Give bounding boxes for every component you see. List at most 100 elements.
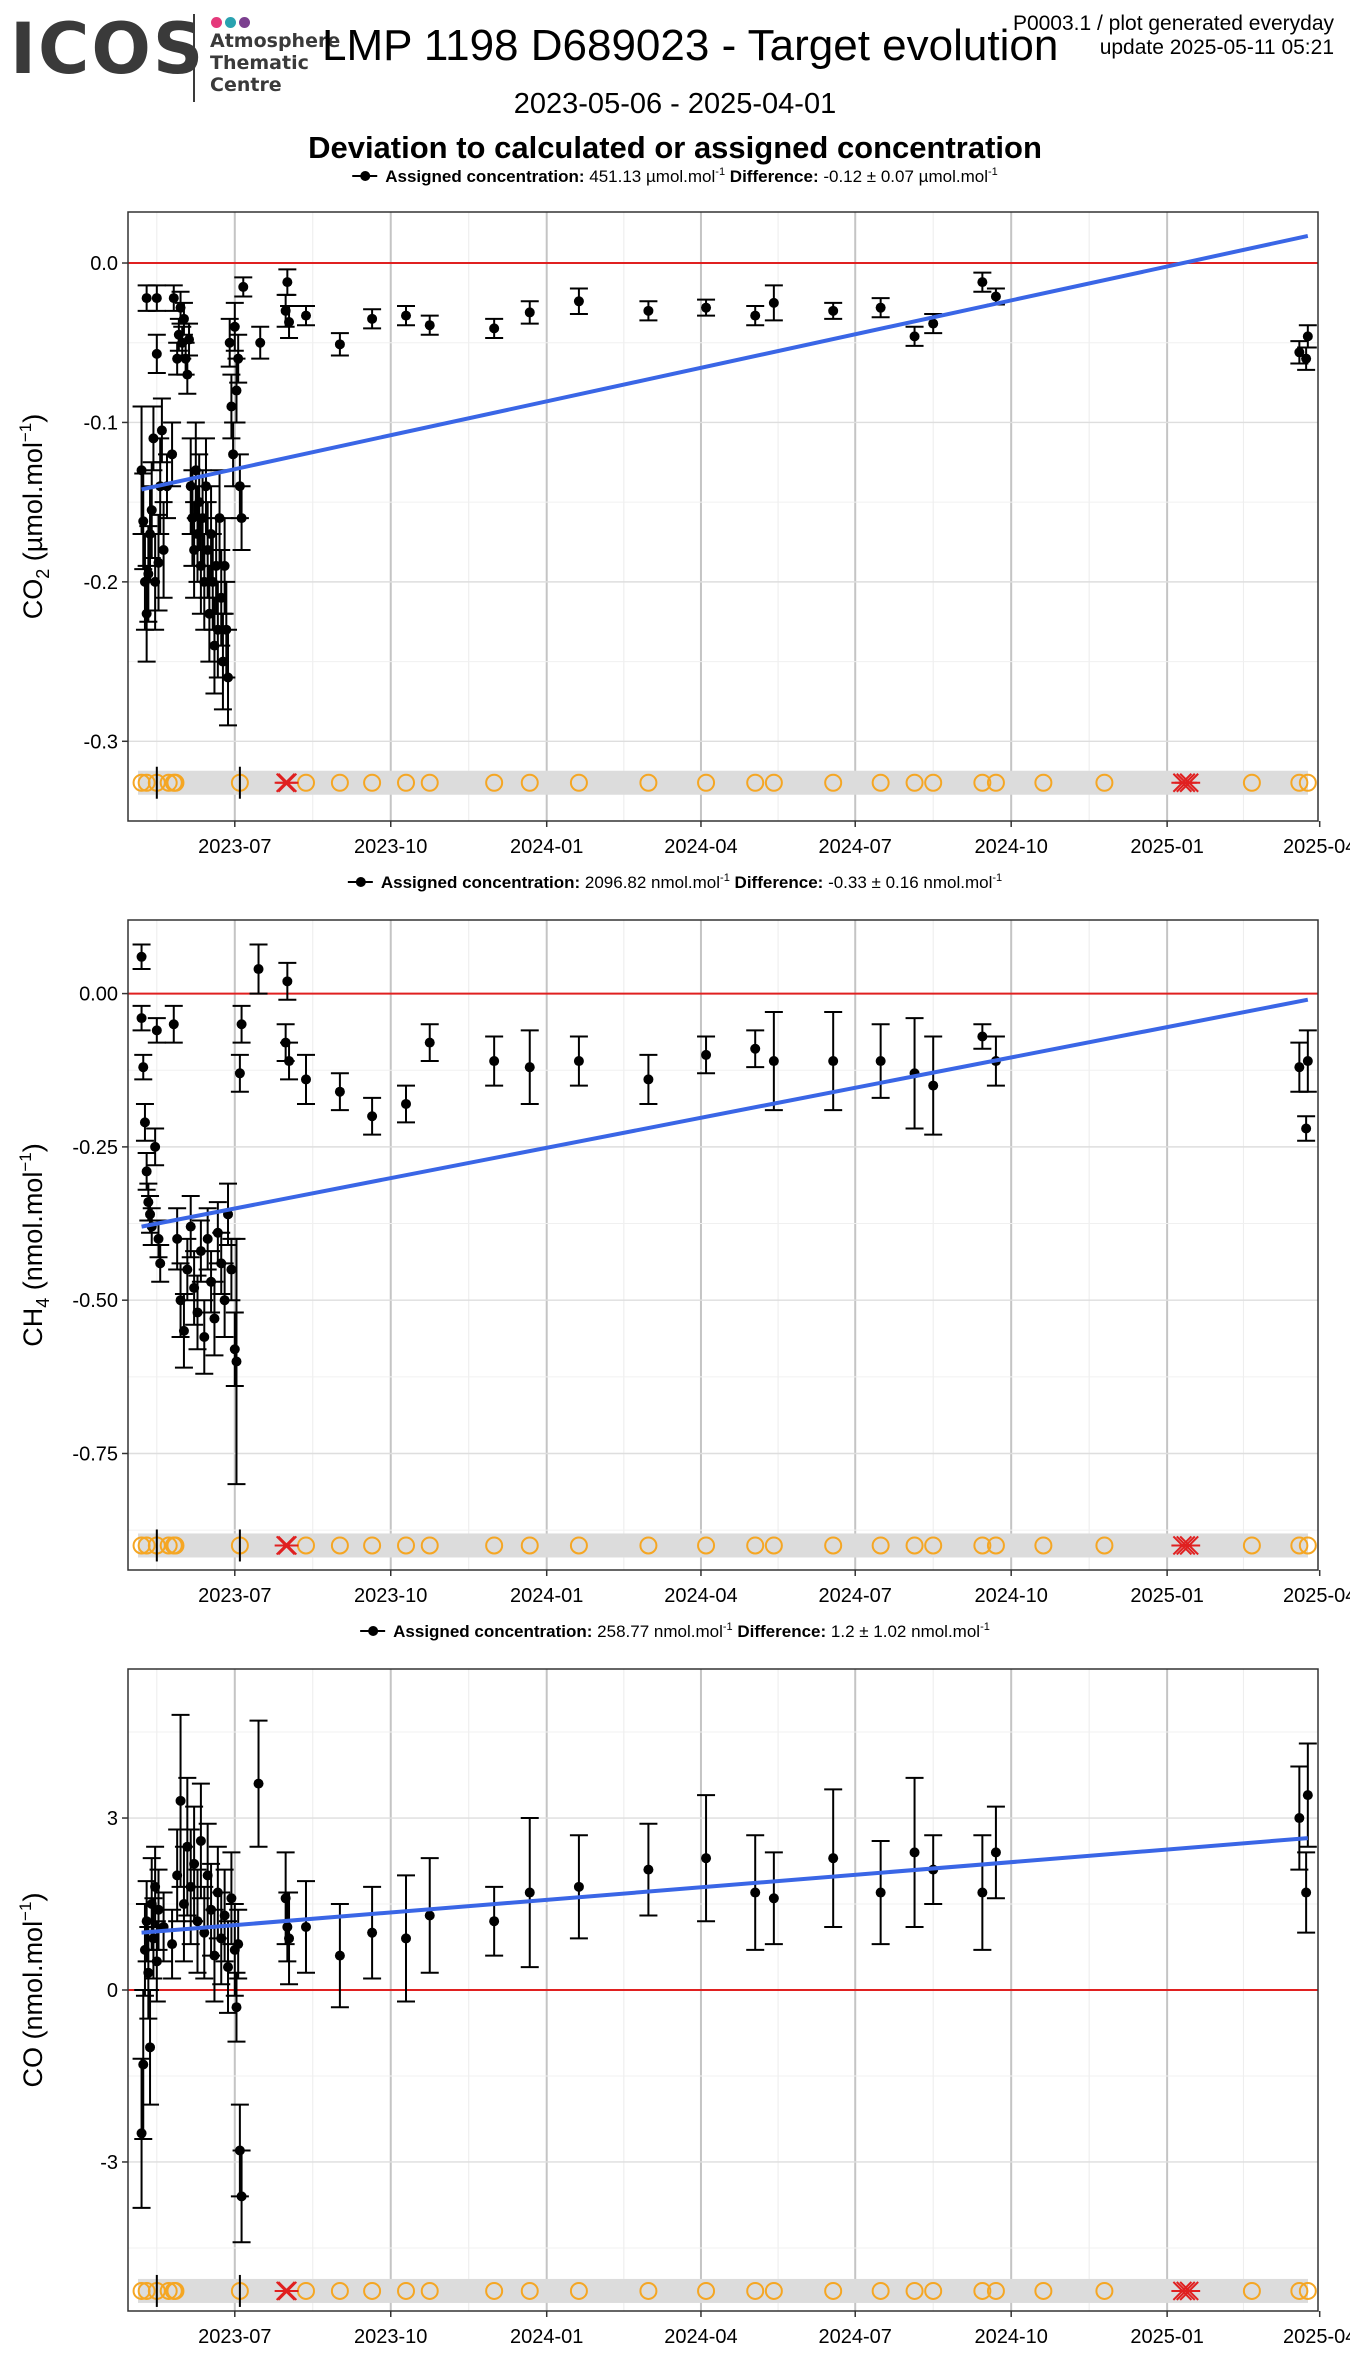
logo-divider [193, 14, 195, 102]
point-dot [524, 1062, 535, 1073]
data-point [420, 1023, 439, 1063]
flag-circle [973, 2281, 992, 2300]
point-dot [231, 2002, 242, 2013]
y-label-unit: (nmol.mol [18, 1921, 48, 2047]
x-tick-label: 2024-10 [974, 2326, 1047, 2348]
flag-circle [1095, 1536, 1114, 1555]
point-dot [367, 313, 378, 324]
y-label-sup: −1 [16, 1152, 35, 1171]
point-dot [151, 293, 162, 304]
point-dot [875, 1056, 886, 1067]
data-point [420, 314, 439, 336]
x-tick-label: 2024-01 [510, 2326, 583, 2348]
point-dot [236, 2191, 247, 2202]
point-dot [236, 1019, 247, 1030]
flag-circle [1095, 2281, 1114, 2300]
flag-circle [166, 2281, 185, 2300]
point-dot [1302, 331, 1313, 342]
data-point [249, 1719, 268, 1848]
plot-area [128, 920, 1318, 1570]
data-point [764, 1010, 783, 1112]
point-dot [643, 305, 654, 316]
point-dot [209, 1950, 220, 1961]
point-dot [928, 1080, 939, 1091]
flag-circle [520, 1536, 539, 1555]
flag-circle [871, 1536, 890, 1555]
flag-circle [824, 2281, 843, 2300]
point-dot [1294, 1062, 1305, 1073]
point-dot [1294, 1813, 1305, 1824]
flag-circle [420, 1536, 439, 1555]
y-label-end: ) [18, 414, 48, 423]
point-dot [282, 1921, 293, 1932]
data-point [296, 305, 315, 327]
point-dot [238, 281, 249, 292]
point-dot [573, 1056, 584, 1067]
legend-text: Assigned concentration: 258.77 nmol.mol-… [393, 1621, 990, 1641]
point-dot [229, 1344, 240, 1355]
point-dot [234, 1068, 245, 1079]
flag-circle [397, 1536, 416, 1555]
x-tick-label: 2024-04 [664, 1585, 737, 1607]
point-dot [184, 334, 195, 345]
data-point [149, 513, 168, 612]
point-dot [768, 297, 779, 308]
x-tick-label: 2024-04 [664, 2326, 737, 2348]
flag-circle [1095, 773, 1114, 792]
point-dot [141, 1166, 152, 1177]
point-dot [182, 1264, 193, 1275]
data-point [520, 300, 539, 325]
data-point [280, 1041, 299, 1081]
data-point [905, 325, 924, 347]
point-dot [401, 1933, 412, 1944]
legend-text: Assigned concentration: 2096.82 nmol.mol… [381, 872, 1002, 892]
data-point [229, 1908, 248, 1980]
data-point [132, 1004, 151, 1032]
point-dot [253, 964, 264, 975]
data-point [147, 333, 166, 375]
flag-circle [924, 2281, 943, 2300]
point-dot [643, 1864, 654, 1875]
point-dot [1302, 1790, 1313, 1801]
point-dot [145, 1209, 156, 1220]
data-point [697, 1794, 716, 1923]
point-dot [768, 1056, 779, 1067]
data-point [151, 1244, 170, 1283]
y-label-end: ) [18, 1893, 48, 1902]
flag-circle [485, 2281, 504, 2300]
point-dot [172, 1233, 183, 1244]
data-point [420, 1857, 439, 1974]
data-point [229, 333, 248, 384]
plot-area [128, 212, 1318, 821]
legend-text: Assigned concentration: 451.13 µmol.mol-… [385, 166, 998, 186]
point-dot [202, 1233, 213, 1244]
point-dot [750, 1887, 761, 1898]
flag-circle [1290, 773, 1309, 792]
point-dot [701, 302, 712, 313]
data-point [225, 301, 244, 352]
legend-diff-label: Difference: [725, 167, 819, 186]
data-point [639, 1053, 658, 1105]
legend-diff: -0.33 ± 0.16 nmol.mol [823, 873, 992, 892]
data-point [132, 943, 151, 971]
y-axis-label: CO (nmol.mol−1) [16, 1893, 48, 2088]
point-dot [224, 337, 235, 348]
point-dot [143, 1197, 154, 1208]
flag-circle [697, 1536, 716, 1555]
flag-circle [924, 1536, 943, 1555]
point-dot [928, 318, 939, 329]
flag-circle [166, 773, 185, 792]
point-dot [750, 310, 761, 321]
point-dot [155, 1258, 166, 1269]
flag-circle [420, 2281, 439, 2300]
flag-circle [137, 773, 156, 792]
point-dot [138, 2059, 149, 2070]
point-dot [219, 560, 230, 571]
x-tick-label: 2024-10 [974, 836, 1047, 858]
point-dot [1294, 347, 1305, 358]
point-dot [424, 1910, 435, 1921]
y-tick-label: -3 [100, 2152, 118, 2174]
point-dot [284, 317, 295, 328]
flag-circle [330, 2281, 349, 2300]
data-point [230, 1053, 249, 1093]
